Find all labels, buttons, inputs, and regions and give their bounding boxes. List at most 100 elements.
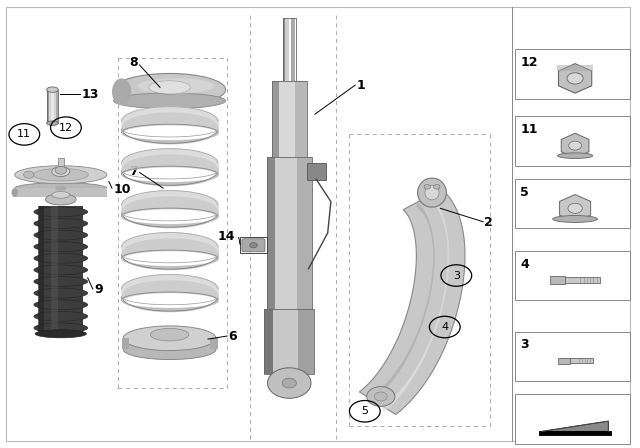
Text: 14: 14 — [218, 229, 236, 243]
Bar — [272, 81, 307, 157]
Text: 13: 13 — [81, 87, 99, 101]
Ellipse shape — [34, 219, 88, 228]
Text: 6: 6 — [228, 330, 237, 344]
Text: 3: 3 — [520, 338, 529, 351]
Ellipse shape — [149, 81, 191, 94]
Ellipse shape — [55, 186, 67, 190]
Bar — [272, 81, 279, 157]
Ellipse shape — [15, 166, 107, 184]
Bar — [210, 338, 218, 349]
Bar — [58, 158, 64, 166]
FancyBboxPatch shape — [6, 7, 630, 441]
Polygon shape — [557, 65, 593, 71]
Ellipse shape — [112, 78, 131, 105]
Bar — [515, 116, 630, 166]
Text: 1: 1 — [356, 78, 365, 92]
Bar — [47, 90, 49, 123]
Ellipse shape — [45, 194, 76, 205]
Ellipse shape — [34, 276, 88, 286]
Bar — [557, 358, 570, 364]
Circle shape — [568, 203, 582, 213]
Text: 9: 9 — [94, 283, 102, 297]
Text: 3: 3 — [453, 271, 460, 280]
Bar — [47, 90, 58, 123]
Ellipse shape — [35, 330, 86, 338]
Circle shape — [374, 392, 387, 401]
Bar — [267, 157, 312, 309]
Bar — [515, 394, 630, 444]
Ellipse shape — [425, 185, 439, 200]
Ellipse shape — [47, 87, 58, 92]
Bar — [298, 309, 314, 374]
Circle shape — [24, 171, 34, 178]
Bar — [283, 18, 287, 81]
Circle shape — [250, 243, 257, 248]
Ellipse shape — [124, 340, 216, 359]
Ellipse shape — [34, 207, 88, 217]
Ellipse shape — [138, 78, 214, 94]
Polygon shape — [559, 194, 591, 222]
Circle shape — [424, 185, 431, 189]
Bar — [38, 206, 44, 334]
Ellipse shape — [15, 183, 107, 194]
Ellipse shape — [12, 188, 18, 197]
Polygon shape — [360, 189, 465, 414]
Polygon shape — [561, 134, 589, 158]
Bar — [122, 338, 129, 349]
Bar — [294, 81, 307, 157]
FancyBboxPatch shape — [242, 239, 265, 252]
Text: 10: 10 — [113, 182, 131, 196]
Circle shape — [434, 185, 440, 189]
Bar — [56, 90, 58, 123]
Ellipse shape — [34, 323, 88, 333]
Bar — [283, 18, 296, 81]
Bar — [51, 206, 58, 334]
Ellipse shape — [114, 73, 226, 106]
Bar — [515, 179, 630, 228]
Bar — [49, 90, 51, 123]
Ellipse shape — [150, 328, 189, 341]
Bar — [564, 277, 600, 283]
Ellipse shape — [34, 265, 88, 275]
Text: 5: 5 — [520, 186, 529, 199]
Ellipse shape — [34, 311, 88, 321]
Circle shape — [567, 73, 583, 84]
Polygon shape — [542, 421, 609, 431]
FancyBboxPatch shape — [307, 163, 326, 180]
Text: 4: 4 — [520, 258, 529, 271]
Ellipse shape — [114, 93, 226, 109]
Text: 5: 5 — [362, 406, 368, 416]
Bar — [515, 251, 630, 300]
Ellipse shape — [34, 300, 88, 310]
Bar — [39, 206, 83, 334]
Ellipse shape — [34, 288, 88, 298]
Bar — [515, 49, 630, 99]
Text: 8: 8 — [129, 56, 138, 69]
Circle shape — [367, 387, 395, 406]
Ellipse shape — [557, 153, 593, 159]
Bar — [240, 237, 267, 253]
Text: 12: 12 — [59, 123, 73, 133]
Text: 398785: 398785 — [550, 433, 593, 443]
Circle shape — [268, 368, 311, 398]
Polygon shape — [559, 64, 592, 93]
Ellipse shape — [124, 326, 216, 350]
Text: 4: 4 — [441, 322, 449, 332]
Bar — [570, 358, 593, 363]
Bar — [273, 309, 298, 374]
Ellipse shape — [34, 230, 88, 240]
Circle shape — [282, 378, 296, 388]
Bar — [54, 90, 56, 123]
Bar — [298, 157, 312, 309]
Bar — [550, 276, 564, 284]
Circle shape — [569, 141, 582, 150]
Ellipse shape — [33, 168, 88, 181]
Bar — [279, 81, 294, 157]
Bar — [515, 332, 630, 381]
Bar — [285, 18, 289, 81]
Ellipse shape — [52, 167, 70, 177]
Bar — [264, 309, 273, 374]
Text: 11: 11 — [17, 129, 31, 139]
Text: 7: 7 — [129, 164, 138, 178]
Bar — [51, 90, 54, 123]
